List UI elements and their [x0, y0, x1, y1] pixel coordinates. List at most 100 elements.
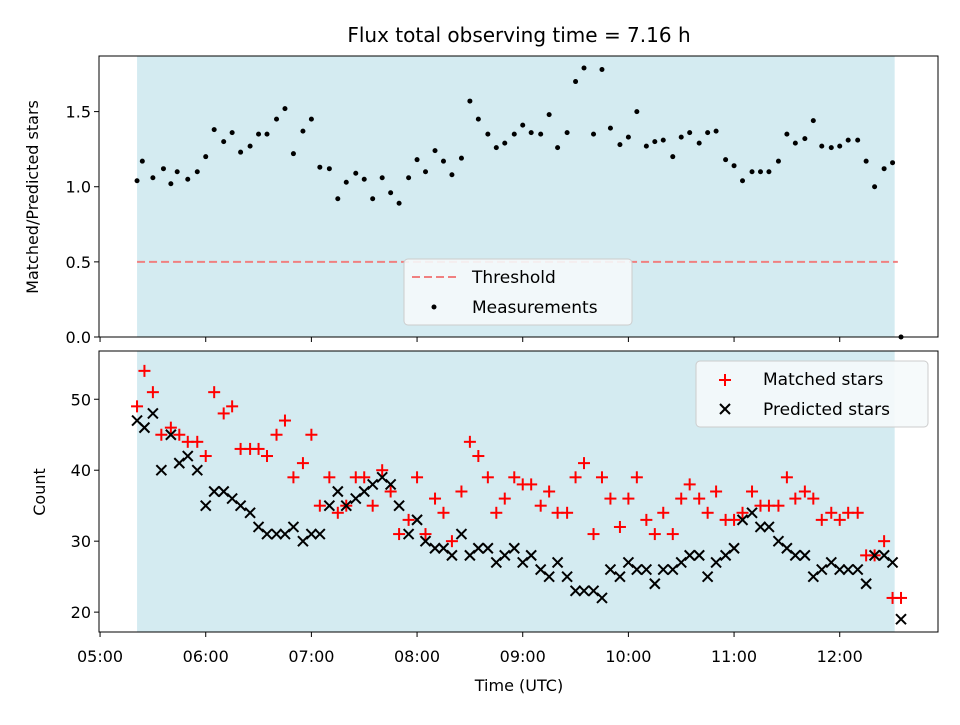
- measurement-point: [740, 178, 746, 184]
- chart-title: Flux total observing time = 7.16 h: [347, 23, 690, 47]
- matched-star-point: [878, 535, 891, 548]
- matched-star-point: [393, 528, 406, 541]
- predicted-star-point: [842, 563, 854, 576]
- matched-star-point: [807, 492, 820, 505]
- x-tick-label: 07:00: [288, 647, 334, 666]
- matched-star-point: [164, 421, 177, 434]
- matched-star-point: [366, 499, 379, 512]
- predicted-star-point: [789, 549, 802, 562]
- matched-star-point: [604, 492, 617, 505]
- predicted-star-point: [596, 592, 608, 604]
- measurement-point: [379, 175, 385, 181]
- measurement-point: [555, 145, 561, 151]
- measurement-point: [194, 169, 200, 175]
- predicted-star-point: [551, 556, 564, 569]
- matched-star-point: [199, 450, 212, 463]
- matched-star-point: [895, 591, 908, 604]
- matched-star-point: [789, 492, 802, 505]
- matched-star-point: [622, 492, 635, 505]
- measurement-point: [174, 169, 180, 175]
- measurement-point: [440, 158, 446, 164]
- measurement-point: [343, 179, 349, 185]
- measurement-point: [520, 122, 526, 128]
- measurement-point: [396, 200, 402, 206]
- matched-star-point: [429, 492, 442, 505]
- measurement-point: [229, 130, 235, 136]
- measurement-point: [749, 169, 755, 175]
- matched-star-point: [313, 499, 326, 512]
- predicted-star-point: [631, 563, 643, 576]
- predicted-star-point: [402, 528, 415, 540]
- bottom-y-tick-label: 30: [71, 532, 91, 551]
- measurement-point: [282, 106, 288, 112]
- measurement-point: [766, 169, 772, 175]
- predicted-star-point: [569, 585, 582, 597]
- matched-star-point: [657, 506, 670, 519]
- matched-star-point: [296, 457, 309, 470]
- measurement-point: [221, 139, 227, 145]
- predicted-star-point: [411, 514, 423, 526]
- matched-star-point: [648, 528, 661, 541]
- measurement-point: [247, 143, 253, 149]
- predicted-star-point: [384, 478, 397, 491]
- bottom-y-tick-label: 40: [71, 461, 91, 480]
- predicted-star-point: [446, 549, 458, 562]
- matched-star-point: [780, 471, 793, 484]
- matched-star-point: [358, 471, 371, 484]
- matched-star-point: [561, 506, 574, 519]
- matched-star-point: [472, 450, 485, 463]
- top-y-tick-label: 0.5: [66, 253, 91, 272]
- predicted-star-point: [763, 521, 775, 533]
- predicted-star-point: [604, 563, 617, 576]
- measurement-point: [792, 140, 798, 146]
- measurement-point: [713, 128, 719, 134]
- measurement-point: [493, 145, 499, 151]
- matched-star-point: [746, 485, 759, 498]
- measurement-point: [652, 139, 658, 145]
- predicted-star-point: [834, 563, 846, 576]
- measurement-point: [308, 116, 314, 122]
- bottom-axes-frame: [98, 350, 939, 633]
- legend-measurements-label: Measurements: [472, 298, 598, 318]
- measurement-point: [573, 79, 579, 85]
- matched-star-point: [419, 528, 432, 541]
- matched-star-point: [217, 407, 230, 420]
- x-axis-label: Time (UTC): [474, 676, 563, 695]
- measurement-point: [238, 149, 244, 155]
- matched-star-point: [683, 478, 696, 491]
- x-tick-label: 12:00: [817, 647, 863, 666]
- matched-star-point: [261, 450, 274, 463]
- measurement-point: [607, 125, 613, 131]
- predicted-star-point: [429, 542, 441, 554]
- predicted-star-point: [895, 613, 907, 625]
- predicted-star-point: [710, 556, 722, 569]
- predicted-star-point: [508, 542, 520, 554]
- measurement-point: [723, 157, 729, 163]
- predicted-star-point: [614, 570, 626, 583]
- matched-star-point: [525, 478, 538, 491]
- matched-star-point: [851, 506, 864, 519]
- predicted-star-point: [165, 429, 177, 441]
- matched-star-point: [437, 506, 450, 519]
- measurement-point: [564, 130, 570, 136]
- measurement-point: [845, 137, 851, 143]
- predicted-star-point: [525, 549, 537, 562]
- measurement-point: [546, 112, 552, 118]
- measurement-point: [423, 169, 429, 175]
- x-tick-label: 06:00: [183, 647, 229, 666]
- matched-star-point: [384, 485, 397, 498]
- measurement-point: [168, 181, 174, 187]
- legend-matched-label: Matched stars: [763, 370, 883, 390]
- predicted-star-point: [261, 528, 273, 540]
- matched-star-point: [402, 513, 415, 526]
- measurement-point: [211, 127, 217, 133]
- measurement-point: [775, 158, 781, 164]
- predicted-star-point: [314, 528, 326, 540]
- predicted-star-point: [482, 542, 494, 554]
- matched-star-point: [278, 414, 291, 427]
- measurement-point: [643, 143, 649, 149]
- predicted-star-point: [332, 485, 344, 498]
- predicted-star-point: [561, 570, 573, 583]
- matched-star-point: [411, 471, 424, 484]
